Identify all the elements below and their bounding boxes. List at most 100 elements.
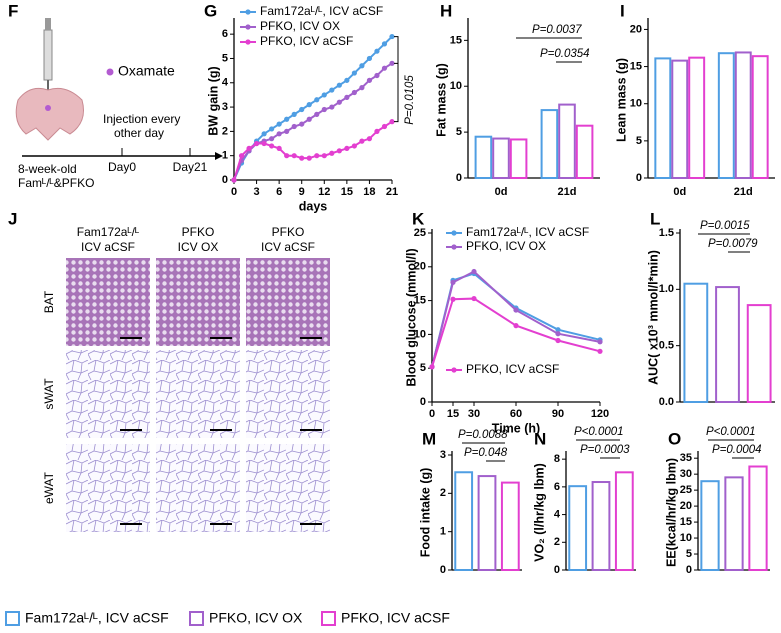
y-axis-label: Blood glucose (mmol/l) — [404, 248, 418, 386]
legend-marker — [451, 244, 457, 250]
legend: Fam172aᴸ/ᴸ, ICV aCSF PFKO, ICV OX PFKO, IC… — [5, 610, 450, 626]
p-value: P=0.048 — [464, 447, 508, 459]
y-tick-label: 20 — [630, 23, 642, 35]
y-tick-label: 15 — [680, 516, 692, 528]
point — [231, 177, 237, 183]
point — [321, 106, 327, 113]
y-axis-label: AUC( x10³ mmol/l*min) — [646, 250, 660, 385]
bar — [568, 485, 588, 572]
y-tick-label: 0.5 — [659, 340, 674, 352]
y-axis-label: Food intake (g) — [418, 468, 432, 558]
micrograph — [66, 350, 150, 438]
micrograph — [246, 350, 330, 438]
p-value: P=0.0105 — [404, 75, 416, 125]
legend-swatch — [5, 611, 20, 626]
legend-label: Fam172aᴸ/ᴸ, ICV aCSF — [25, 610, 169, 626]
x-tick-label: 0d — [495, 186, 508, 198]
y-axis-label: Lean mass (g) — [614, 58, 628, 142]
bar — [717, 52, 735, 180]
bar — [746, 304, 772, 403]
micrograph — [246, 444, 330, 532]
point — [276, 131, 282, 137]
y-tick-label: 15 — [450, 34, 462, 46]
point — [513, 323, 519, 329]
y-tick-label: 1 — [440, 526, 446, 538]
y-tick-label: 0 — [456, 172, 462, 184]
y-axis-label: EE(kcal/hr/kg lbm) — [664, 458, 678, 567]
point — [314, 97, 320, 103]
point — [381, 123, 388, 130]
panel-letter: H — [440, 1, 452, 20]
point — [336, 148, 342, 154]
bar — [734, 51, 752, 179]
point — [389, 33, 395, 40]
x-tick-label: 12 — [318, 186, 330, 198]
bar — [671, 59, 689, 179]
point — [269, 126, 275, 132]
bar — [540, 109, 559, 179]
bar — [724, 476, 744, 571]
injection-text: other day — [114, 126, 164, 140]
panel-letter: N — [534, 429, 546, 448]
column-header: ICV aCSF — [81, 240, 135, 254]
legend-label: PFKO, ICV aCSF — [466, 362, 559, 376]
y-axis-label: VO₂ (l/hr/kg lbm) — [532, 463, 546, 562]
y-tick-label: 15 — [630, 60, 642, 72]
oxamate-dot — [106, 68, 114, 76]
point — [336, 99, 342, 105]
y-tick-label: 6 — [554, 481, 560, 493]
row-label: sWAT — [42, 378, 56, 410]
panel-letter: F — [8, 1, 18, 20]
bar — [492, 137, 510, 180]
point — [450, 279, 456, 285]
y-tick-label: 3 — [222, 101, 228, 113]
panel-letter: I — [620, 1, 625, 20]
p-value: P=0.0004 — [712, 444, 762, 456]
point — [253, 140, 260, 147]
point — [381, 41, 388, 47]
point — [450, 296, 456, 302]
y-tick-label: 0 — [636, 172, 642, 184]
x-tick-label: 21d — [558, 186, 577, 198]
series-line — [233, 62, 393, 181]
point — [344, 94, 350, 100]
point — [314, 111, 320, 117]
micrograph — [246, 258, 330, 346]
bar — [688, 56, 706, 179]
p-value: P=0.0079 — [708, 238, 758, 250]
x-tick-label: 120 — [591, 408, 609, 420]
y-tick-label: 8 — [554, 453, 560, 465]
p-value: P=0.0015 — [700, 220, 750, 232]
y-tick-label: 20 — [680, 500, 692, 512]
y-tick-label: 20 — [414, 261, 426, 273]
bar — [591, 481, 611, 571]
point — [359, 63, 365, 69]
point — [555, 327, 561, 333]
y-tick-label: 0 — [554, 564, 560, 576]
point — [366, 136, 373, 142]
y-tick-label: 5 — [686, 548, 692, 560]
point — [351, 89, 357, 96]
point — [336, 82, 342, 88]
x-tick-label: 21d — [734, 186, 753, 198]
x-tick-label: 21 — [386, 186, 398, 198]
mice-text: 8-week-old — [18, 162, 77, 176]
y-tick-label: 2 — [440, 487, 446, 499]
point — [269, 143, 275, 149]
row-label: eWAT — [42, 471, 56, 504]
bar — [748, 465, 768, 571]
x-tick-label: 6 — [276, 186, 282, 198]
bar — [558, 103, 576, 179]
p-value: P<0.0001 — [574, 426, 624, 438]
bar — [509, 138, 528, 179]
point — [366, 55, 373, 62]
point — [597, 339, 603, 345]
column-header: ICV aCSF — [261, 240, 315, 254]
y-tick-label: 15 — [414, 295, 426, 307]
y-tick-label: 2 — [222, 125, 228, 137]
legend-swatch — [189, 611, 204, 626]
bar — [751, 55, 769, 180]
x-tick-label: 15 — [341, 186, 353, 198]
y-tick-label: 0 — [686, 564, 692, 576]
